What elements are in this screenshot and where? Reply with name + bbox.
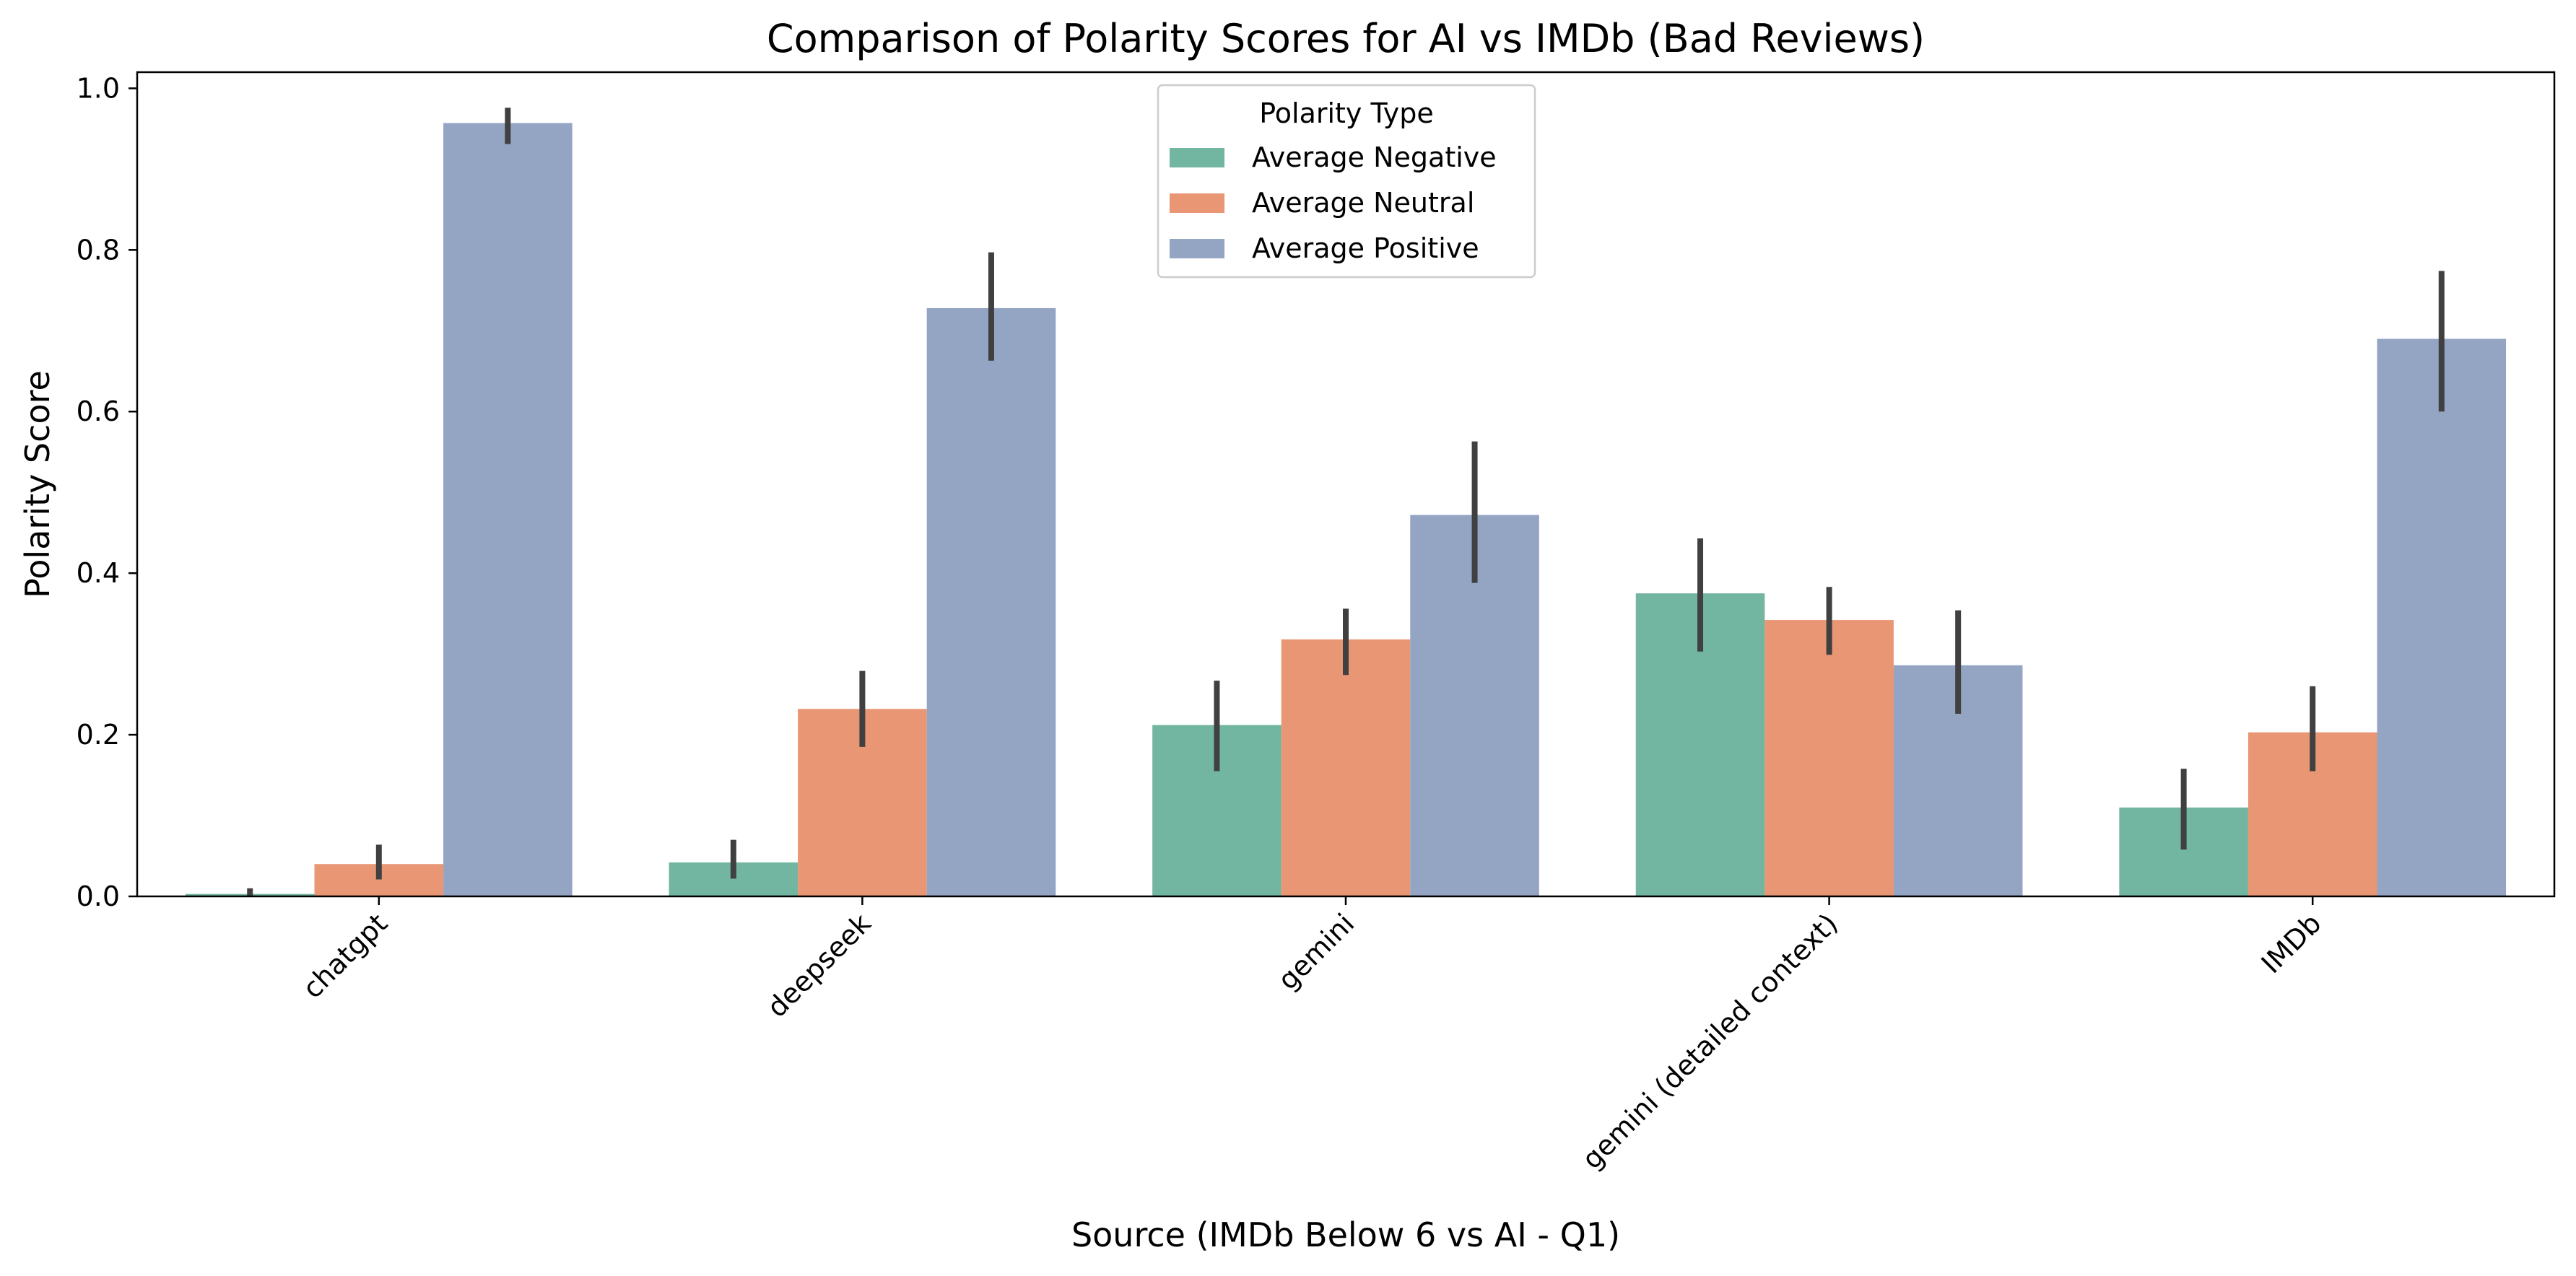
bars-layer bbox=[185, 123, 2507, 897]
x-axis-label: Source (IMDb Below 6 vs AI - Q1) bbox=[1071, 1215, 1620, 1254]
plot-frame bbox=[136, 71, 2556, 898]
x-tick-label: chatgpt bbox=[297, 907, 394, 1005]
x-tick-label: gemini (detailed context) bbox=[1576, 907, 1844, 1175]
y-tick-label: 0.4 bbox=[77, 557, 120, 589]
x-tick-label: deepseek bbox=[761, 907, 877, 1023]
legend-swatch bbox=[1170, 239, 1224, 258]
legend-title: Polarity Type bbox=[1259, 97, 1434, 129]
bar bbox=[1281, 639, 1411, 896]
y-tick-label: 1.0 bbox=[77, 72, 120, 104]
y-axis: 0.0 0.2 0.4 0.6 0.8 1.0 bbox=[77, 72, 137, 912]
bar bbox=[1765, 620, 1894, 896]
y-tick-label: 0.8 bbox=[77, 234, 120, 266]
y-tick-label: 0.0 bbox=[77, 880, 120, 912]
y-tick-label: 0.2 bbox=[77, 719, 120, 751]
legend: Polarity Type Average Negative Average Neu… bbox=[1157, 84, 1536, 279]
legend-label: Average Neutral bbox=[1252, 187, 1474, 219]
legend-swatch bbox=[1170, 193, 1224, 213]
error-bars-layer bbox=[247, 108, 2445, 896]
x-tick-label: IMDb bbox=[2255, 907, 2328, 979]
y-axis-label: Polarity Score bbox=[18, 370, 57, 598]
legend-label: Average Negative bbox=[1252, 141, 1497, 173]
legend-label: Average Positive bbox=[1252, 232, 1479, 264]
y-tick-label: 0.6 bbox=[77, 396, 120, 427]
legend-swatch bbox=[1170, 148, 1224, 167]
chart-title: Comparison of Polarity Scores for AI vs … bbox=[767, 16, 1925, 61]
x-axis: chatgpt deepseek gemini gemini (detailed co… bbox=[297, 896, 2328, 1176]
x-tick-label: gemini bbox=[1272, 907, 1361, 996]
bar bbox=[443, 123, 573, 897]
bar bbox=[2377, 338, 2507, 896]
legend-frame bbox=[1157, 84, 1536, 279]
bar bbox=[926, 307, 1056, 896]
